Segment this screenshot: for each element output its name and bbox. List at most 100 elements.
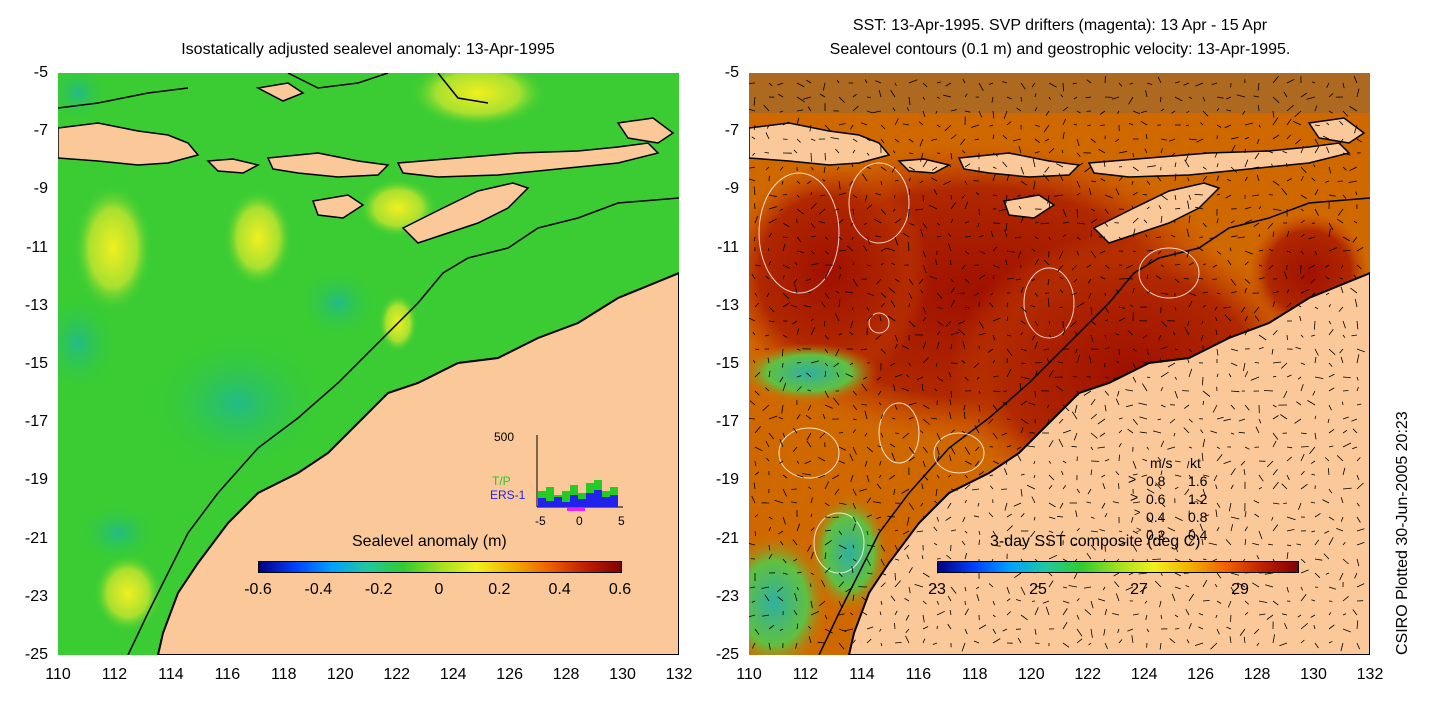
velocity-arrow — [1157, 76, 1162, 84]
velocity-arrow — [1017, 637, 1022, 644]
velocity-arrow — [945, 516, 952, 521]
velocity-arrow — [1272, 291, 1279, 294]
velocity-arrow — [1174, 486, 1179, 490]
velocity-arrow — [1257, 105, 1260, 112]
velocity-arrow — [810, 572, 815, 576]
velocity-arrow — [1200, 122, 1204, 126]
velocity-arrow — [1286, 230, 1290, 238]
y-tick-label: -9 — [724, 180, 739, 198]
velocity-arrow — [880, 544, 886, 552]
velocity-arrow — [1159, 600, 1162, 608]
velocity-arrow — [992, 134, 995, 140]
velocity-arrow — [933, 526, 938, 532]
velocity-arrow — [754, 628, 760, 635]
x-tick-label: 112 — [792, 666, 819, 683]
velocity-arrow — [1293, 121, 1302, 126]
velocity-arrow — [1118, 417, 1123, 420]
velocity-arrow — [781, 404, 784, 414]
velocity-arrow — [1353, 220, 1358, 224]
x-tick-label: 132 — [665, 666, 693, 683]
velocity-arrow — [1244, 176, 1248, 182]
velocity-arrow — [887, 515, 896, 518]
velocity-arrow — [1188, 446, 1193, 449]
velocity-arrow — [866, 474, 870, 483]
velocity-arrow — [852, 446, 857, 455]
velocity-arrow — [761, 586, 770, 589]
legend-header-kt: kt — [1190, 455, 1201, 471]
velocity-arrow — [1282, 613, 1288, 616]
velocity-arrow — [1090, 334, 1094, 343]
velocity-arrow — [754, 264, 761, 267]
velocity-arrow — [754, 302, 760, 308]
velocity-arrow — [889, 474, 896, 480]
velocity-arrow — [1132, 250, 1137, 253]
velocity-arrow — [1159, 642, 1162, 650]
velocity-arrow — [1086, 79, 1092, 84]
velocity-arrow — [866, 497, 872, 504]
y-tick-label: -25 — [715, 646, 739, 663]
velocity-arrow — [768, 194, 777, 198]
velocity-arrow — [1014, 572, 1022, 579]
velocity-arrow — [1340, 356, 1344, 364]
velocity-arrow — [1117, 628, 1120, 634]
velocity-arrow — [778, 530, 784, 535]
velocity-arrow — [796, 117, 800, 126]
velocity-arrow — [1300, 446, 1309, 448]
velocity-arrow — [964, 608, 969, 616]
velocity-arrow — [1202, 376, 1204, 386]
velocity-arrow — [1006, 121, 1012, 126]
velocity-arrow — [779, 110, 784, 113]
velocity-arrow — [1154, 580, 1162, 588]
velocity-arrow — [1104, 319, 1108, 322]
velocity-arrow — [1174, 614, 1179, 618]
velocity-arrow — [875, 193, 882, 196]
velocity-arrow — [754, 530, 756, 536]
velocity-arrow — [1020, 376, 1030, 380]
velocity-arrow — [796, 208, 805, 215]
velocity-arrow — [950, 429, 955, 434]
velocity-arrow — [975, 192, 980, 196]
velocity-arrow — [949, 399, 952, 406]
velocity-arrow — [1030, 304, 1036, 308]
velocity-arrow — [1186, 639, 1190, 644]
velocity-arrow — [834, 313, 840, 322]
velocity-arrow — [1034, 258, 1039, 266]
y-tick-label: -15 — [24, 355, 48, 372]
velocity-arrow — [1144, 600, 1148, 604]
velocity-arrow — [1076, 192, 1081, 196]
velocity-arrow — [1244, 278, 1251, 284]
velocity-arrow — [1216, 348, 1219, 356]
velocity-arrow — [1046, 404, 1050, 409]
velocity-arrow — [810, 360, 819, 364]
velocity-arrow — [1060, 530, 1064, 536]
velocity-arrow — [1090, 208, 1096, 212]
velocity-arrow — [948, 243, 952, 252]
velocity-arrow — [1006, 96, 1012, 100]
velocity-arrow — [1169, 418, 1176, 424]
velocity-arrow — [1085, 96, 1092, 99]
velocity-arrow — [931, 166, 938, 171]
velocity-arrow — [992, 166, 997, 169]
velocity-arrow — [866, 166, 871, 170]
velocity-arrow — [1042, 174, 1050, 182]
velocity-arrow — [768, 82, 773, 87]
velocity-arrow — [1328, 362, 1333, 367]
velocity-arrow — [1286, 516, 1296, 521]
velocity-arrow — [908, 567, 913, 574]
velocity-arrow — [947, 502, 952, 509]
velocity-arrow — [836, 372, 840, 378]
velocity-arrow — [936, 610, 945, 616]
velocity-arrow — [1353, 76, 1358, 84]
velocity-arrow — [866, 306, 870, 311]
velocity-arrow — [1155, 482, 1162, 490]
velocity-arrow — [1139, 431, 1148, 434]
velocity-arrow — [905, 635, 910, 644]
velocity-arrow — [1242, 110, 1246, 115]
velocity-arrow — [1284, 271, 1288, 280]
velocity-arrow — [1327, 468, 1330, 476]
velocity-arrow — [1034, 628, 1037, 635]
velocity-arrow — [1297, 614, 1302, 618]
velocity-arrow — [1115, 593, 1120, 602]
velocity-arrow — [1126, 404, 1134, 408]
velocity-arrow — [852, 390, 858, 396]
